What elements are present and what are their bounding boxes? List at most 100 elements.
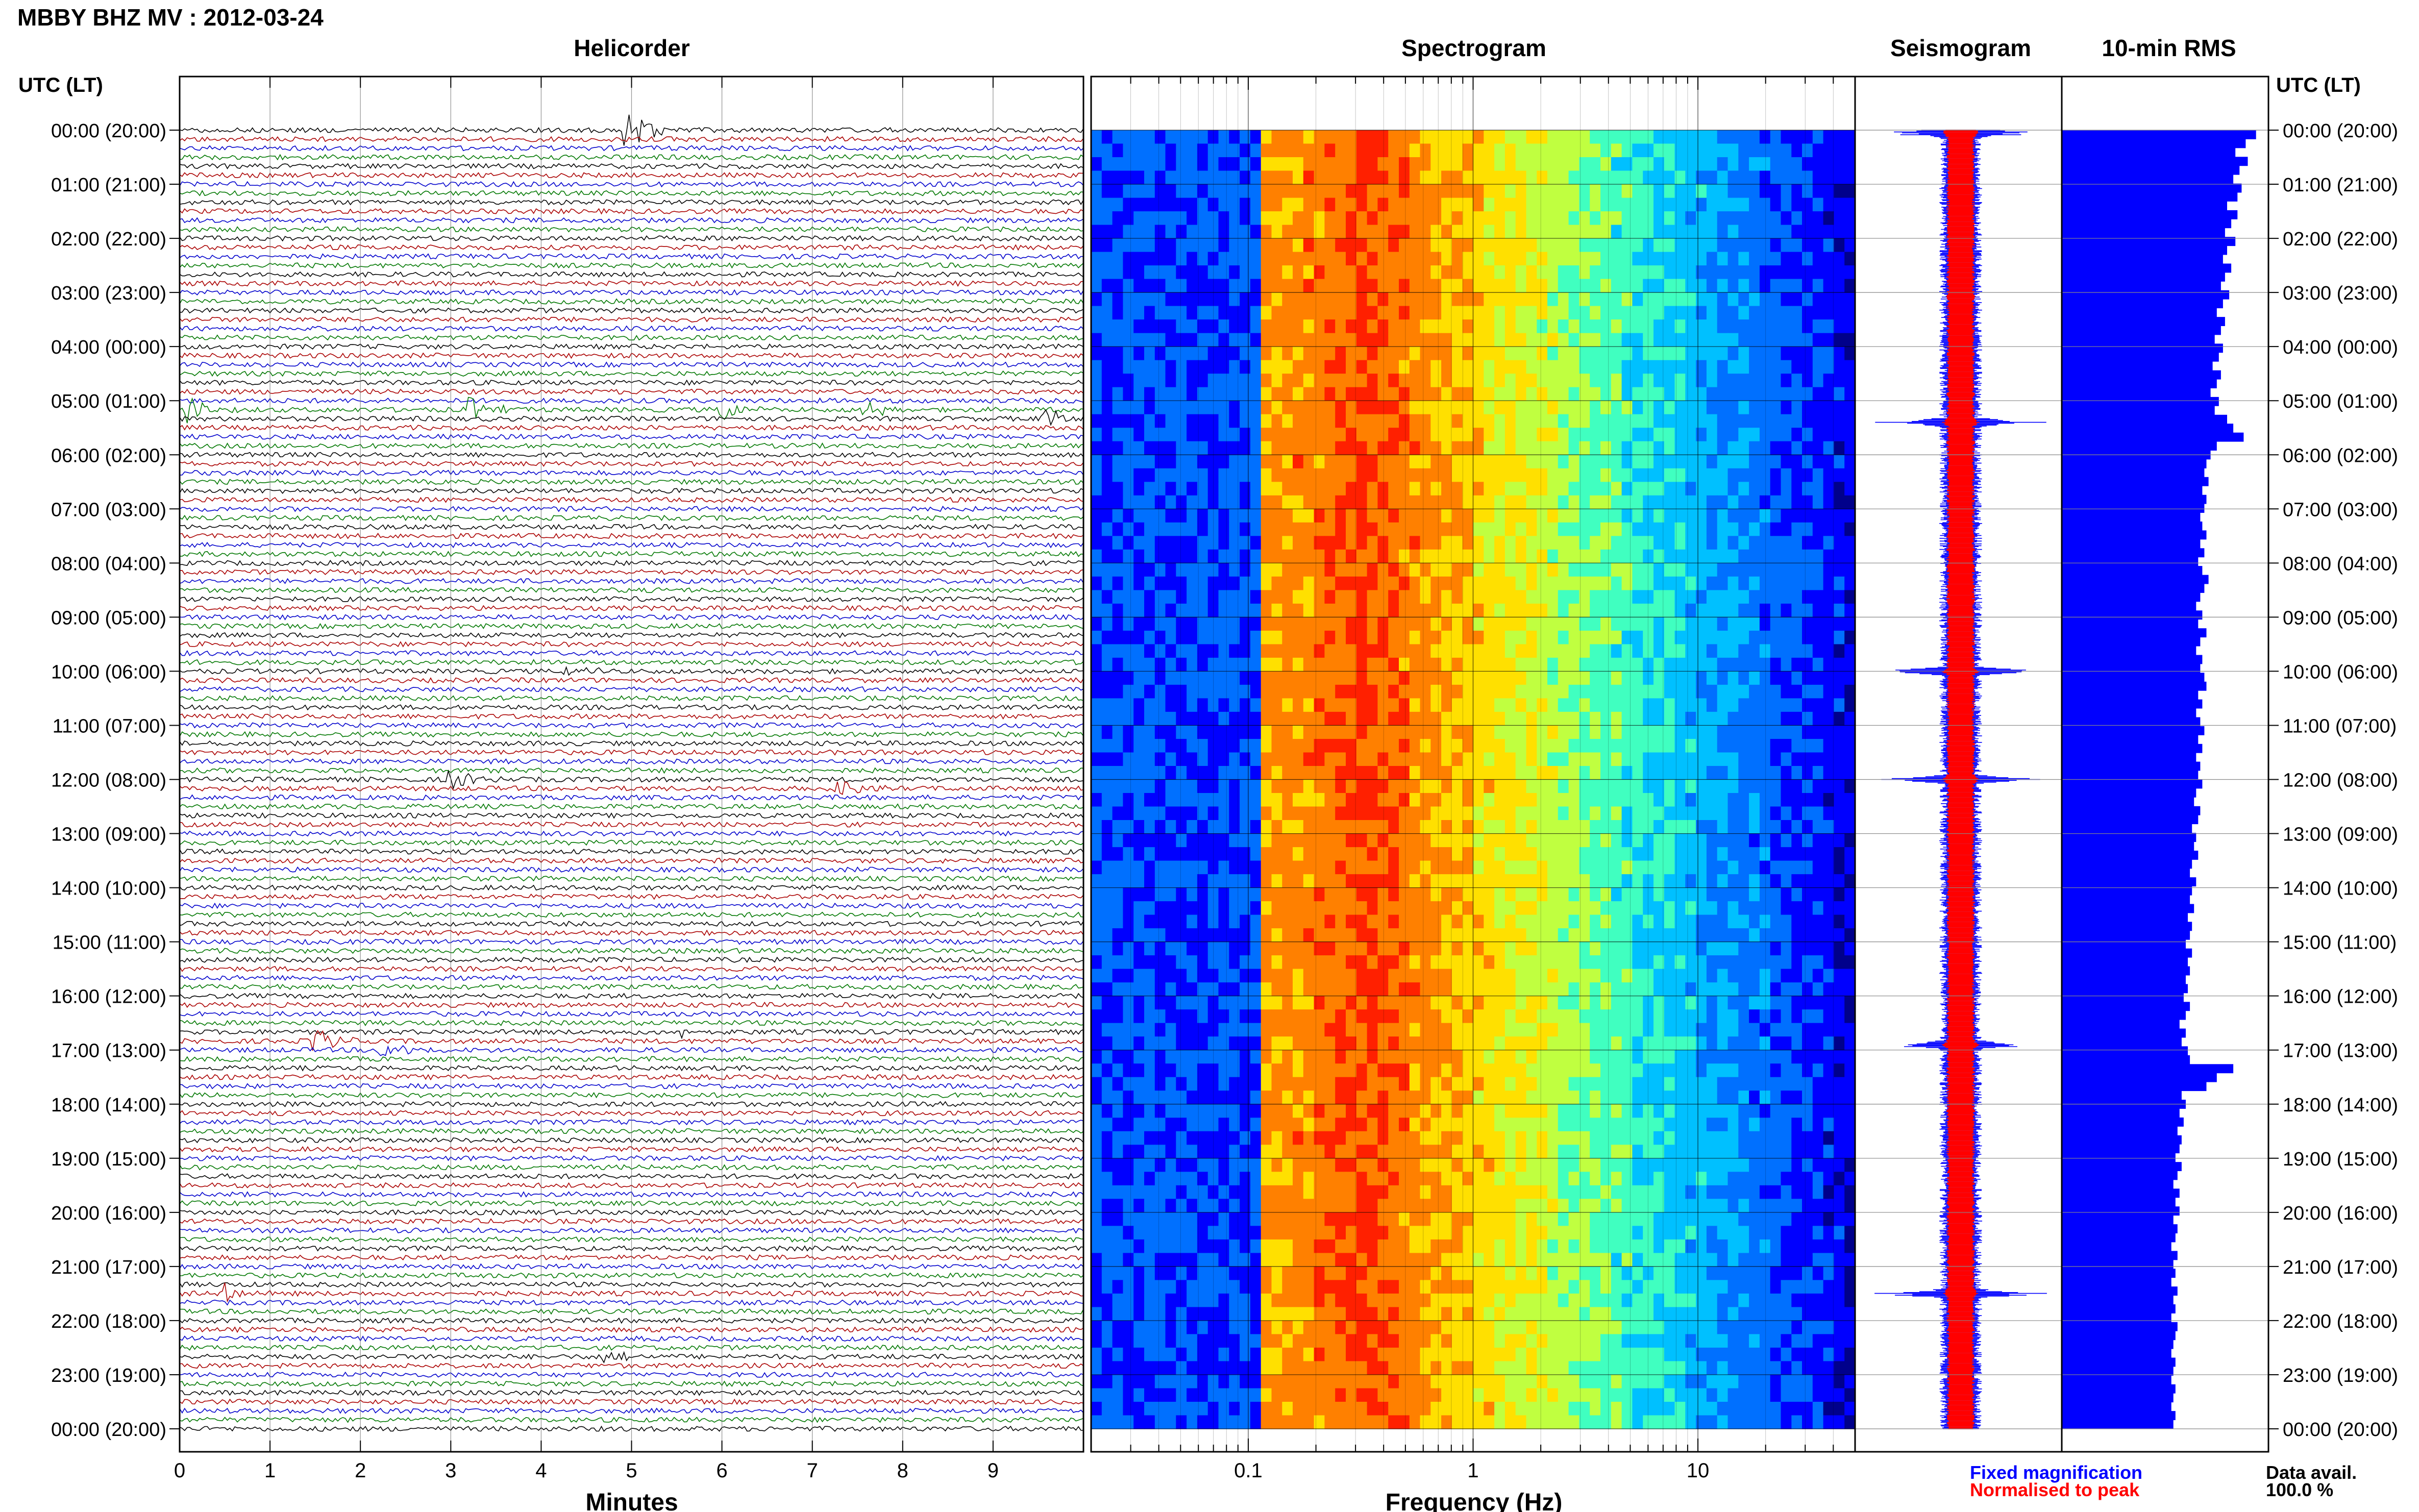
rms-bar <box>2062 1197 2176 1207</box>
rms-bar <box>2062 948 2192 958</box>
time-label-right: 03:00 (23:00) <box>2283 283 2398 304</box>
time-label-right: 00:00 (20:00) <box>2283 120 2398 142</box>
rms-bar <box>2062 1277 2171 1287</box>
rms-bar <box>2062 192 2238 202</box>
spectrogram-xlabel: Frequency (Hz) <box>1386 1489 1563 1512</box>
time-label-left: 08:00 (04:00) <box>51 553 166 575</box>
time-label-left: 07:00 (03:00) <box>51 499 166 520</box>
time-label-right: 06:00 (02:00) <box>2283 445 2398 466</box>
rms-bars <box>2062 130 2256 1429</box>
rms-bar <box>2062 824 2192 833</box>
rms-bar <box>2062 584 2205 593</box>
time-label-left: 14:00 (10:00) <box>51 878 166 900</box>
rms-bar <box>2062 984 2188 994</box>
rms-bar <box>2062 414 2227 424</box>
minute-tick-label: 1 <box>264 1459 276 1482</box>
time-label-right: 22:00 (18:00) <box>2283 1311 2398 1332</box>
rms-bar <box>2062 157 2248 166</box>
spectrogram-title: Spectrogram <box>1401 35 1546 61</box>
rms-bar <box>2062 753 2196 762</box>
rms-title: 10-min RMS <box>2102 35 2236 61</box>
rms-bar <box>2062 1179 2174 1189</box>
rms-bar <box>2062 1224 2178 1233</box>
rms-bar <box>2062 522 2203 531</box>
rms-bar <box>2062 663 2201 673</box>
left-axis-label: UTC (LT) <box>18 74 103 96</box>
rms-bar <box>2062 788 2196 798</box>
rms-bar <box>2062 228 2225 237</box>
rms-bar <box>2062 370 2221 380</box>
right-axis-label: UTC (LT) <box>2276 74 2361 96</box>
rms-bar <box>2062 424 2234 433</box>
rms-bar <box>2062 486 2203 495</box>
rms-bar <box>2062 1162 2182 1171</box>
rms-bar <box>2062 717 2201 727</box>
rms-bar <box>2062 1367 2174 1376</box>
minute-tick-label: 2 <box>355 1459 366 1482</box>
rms-bar <box>2062 1126 2178 1136</box>
time-label-right: 15:00 (11:00) <box>2283 932 2397 954</box>
rms-bar <box>2062 646 2196 655</box>
rms-bar <box>2062 1082 2207 1092</box>
time-label-left: 05:00 (01:00) <box>51 391 166 412</box>
time-label-right: 05:00 (01:00) <box>2283 391 2398 412</box>
rms-bar <box>2062 1215 2174 1225</box>
rms-bar <box>2062 281 2221 291</box>
data-avail-label: Data avail. <box>2266 1462 2357 1483</box>
rms-bar <box>2062 1269 2176 1278</box>
rms-bar <box>2062 761 2201 771</box>
rms-bar <box>2062 557 2199 566</box>
rms-bar <box>2062 841 2194 851</box>
rms-bar <box>2062 1108 2180 1118</box>
rms-bar <box>2062 183 2242 193</box>
seismogram-title: Seismogram <box>1890 35 2031 61</box>
rms-bar <box>2062 1206 2180 1216</box>
rms-bar <box>2062 130 2256 139</box>
minute-tick-label: 7 <box>807 1459 818 1482</box>
time-label-left: 01:00 (21:00) <box>51 175 166 196</box>
rms-bar <box>2062 1135 2182 1145</box>
time-label-left: 19:00 (15:00) <box>51 1149 166 1170</box>
minute-tick-label: 4 <box>535 1459 547 1482</box>
time-label-left: 22:00 (18:00) <box>51 1311 166 1332</box>
rms-bar <box>2062 494 2207 504</box>
rms-bar <box>2062 859 2192 869</box>
time-label-right: 13:00 (09:00) <box>2283 824 2398 846</box>
rms-bar <box>2062 1037 2182 1047</box>
frequency-tick-label: 10 <box>1687 1459 1710 1482</box>
rms-bar <box>2062 1002 2190 1011</box>
rms-bar <box>2062 797 2194 807</box>
time-label-left: 16:00 (12:00) <box>51 986 166 1008</box>
time-label-right: 21:00 (17:00) <box>2283 1257 2398 1278</box>
rms-bar <box>2062 308 2217 317</box>
rms-bar <box>2062 290 2230 300</box>
rms-bar <box>2062 1375 2171 1385</box>
time-label-right: 14:00 (10:00) <box>2283 878 2398 900</box>
rms-bar <box>2062 1402 2171 1411</box>
rms-bar <box>2062 601 2196 611</box>
rms-bar <box>2062 673 2205 682</box>
rms-bar <box>2062 539 2201 549</box>
time-label-left: 20:00 (16:00) <box>51 1203 166 1224</box>
rms-bar <box>2062 833 2196 842</box>
time-label-right: 19:00 (15:00) <box>2283 1149 2398 1170</box>
time-label-left: 09:00 (05:00) <box>51 607 166 629</box>
axis-labels: 00:00 (20:00) 00:00 (20:00) 01:00 (21:00) 0… <box>51 120 2398 1482</box>
rms-bar <box>2062 263 2232 273</box>
rms-bar <box>2062 1090 2182 1100</box>
rms-bar <box>2062 1188 2180 1198</box>
rms-bar <box>2062 406 2215 415</box>
rms-bar <box>2062 993 2184 1002</box>
rms-bar <box>2062 237 2236 246</box>
time-label-left: 17:00 (13:00) <box>51 1040 166 1062</box>
frequency-tick-label: 1 <box>1467 1459 1478 1482</box>
rms-bar <box>2062 352 2219 362</box>
rms-bar <box>2062 1073 2217 1082</box>
time-label-left: 00:00 (20:00) <box>51 120 166 142</box>
rms-bar <box>2062 877 2196 887</box>
rms-bar <box>2062 1313 2171 1323</box>
helicorder-title: Helicorder <box>574 35 690 61</box>
time-label-right: 01:00 (21:00) <box>2283 175 2398 196</box>
rms-bar <box>2062 1411 2176 1420</box>
rms-bar <box>2062 530 2207 540</box>
